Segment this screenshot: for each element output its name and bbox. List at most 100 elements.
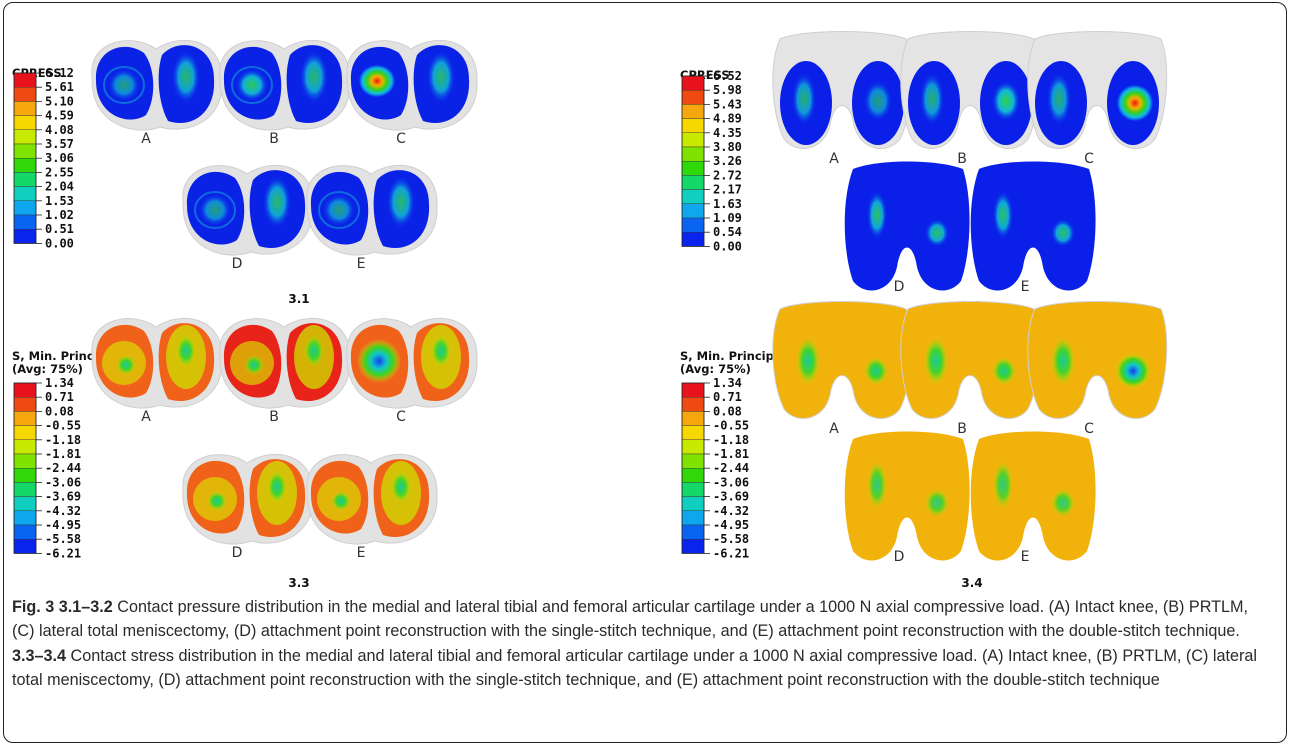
panel-label: 3.3 bbox=[288, 576, 309, 590]
legend-swatch bbox=[681, 425, 705, 441]
knee-model-c: C bbox=[1027, 301, 1168, 437]
knee-model-a: A bbox=[772, 301, 913, 437]
lateral-stress-spot bbox=[1051, 337, 1075, 385]
legend-swatch bbox=[681, 75, 705, 91]
lateral-hotspot bbox=[359, 65, 395, 97]
knee-model-e: E bbox=[970, 431, 1096, 565]
legend-value: 1.09 bbox=[713, 211, 742, 225]
medial-stress-spot bbox=[304, 335, 324, 367]
legend-value: 1.34 bbox=[713, 376, 742, 390]
model-letter-a: A bbox=[829, 421, 839, 437]
legend-swatch bbox=[681, 496, 705, 512]
panel-3-1: CPRESS6.125.615.104.594.083.573.062.552.… bbox=[12, 40, 478, 306]
lateral-contact-region bbox=[993, 191, 1013, 239]
legend-swatch bbox=[13, 524, 37, 540]
model-letter-c: C bbox=[1084, 421, 1094, 437]
legend-swatch bbox=[681, 118, 705, 133]
legend-value: 0.71 bbox=[713, 390, 742, 404]
legend-value: 1.34 bbox=[45, 376, 74, 390]
legend-value: 0.00 bbox=[45, 236, 74, 250]
knee-model-c: C bbox=[346, 40, 478, 147]
medial-contact-region bbox=[387, 176, 415, 228]
caption-part2-text: Contact stress distribution in the media… bbox=[12, 646, 1257, 689]
lateral-contact-region bbox=[108, 69, 140, 101]
legend-swatch bbox=[681, 231, 705, 247]
caption-part1-text: Contact pressure distribution in the med… bbox=[12, 598, 1248, 641]
legend-swatch bbox=[13, 439, 37, 455]
legend-swatch bbox=[13, 425, 37, 441]
model-letter-c: C bbox=[1084, 151, 1094, 167]
panel-3-2: CPRESS6.525.985.434.894.353.803.262.722.… bbox=[680, 31, 1168, 313]
legend-swatch bbox=[681, 146, 705, 162]
medial-stress-spot bbox=[992, 357, 1016, 385]
legend-value: 0.08 bbox=[713, 404, 742, 418]
model-letter-a: A bbox=[141, 409, 151, 425]
medial-hotspot bbox=[1117, 85, 1153, 121]
legend-value: 2.17 bbox=[713, 183, 742, 197]
knee-model-e: E bbox=[970, 161, 1096, 295]
legend-value: -6.21 bbox=[713, 546, 749, 560]
legend-swatch bbox=[681, 397, 705, 412]
legend-swatch bbox=[681, 453, 705, 469]
lateral-stress-spot bbox=[331, 491, 351, 511]
femoral-cartilage bbox=[970, 161, 1096, 291]
legend-value: 1.53 bbox=[45, 194, 74, 208]
medial-contact-region bbox=[427, 51, 455, 103]
legend-value: -1.81 bbox=[45, 447, 81, 461]
legend-value: 2.04 bbox=[45, 180, 74, 194]
panel-label: 3.1 bbox=[288, 292, 309, 306]
legend-swatch bbox=[681, 382, 705, 398]
legend-value: 1.02 bbox=[45, 208, 74, 222]
legend-swatch bbox=[681, 468, 705, 483]
legend-value: 3.57 bbox=[45, 137, 74, 151]
knee-model-b: B bbox=[900, 31, 1041, 167]
lateral-stress-spot bbox=[924, 337, 948, 385]
legend-value: 0.00 bbox=[713, 239, 742, 253]
legend-swatch bbox=[13, 411, 37, 426]
legend-value: -6.21 bbox=[45, 546, 81, 560]
femoral-bone bbox=[1027, 301, 1168, 419]
legend-value: 4.35 bbox=[713, 126, 742, 140]
lateral-contact-region bbox=[236, 69, 268, 101]
knee-model-a: A bbox=[91, 40, 223, 147]
legend-value: 3.06 bbox=[45, 151, 74, 165]
legend-value: 5.43 bbox=[713, 97, 742, 111]
legend-title: S, Min. Principal bbox=[680, 349, 786, 363]
medial-contact-region bbox=[992, 81, 1020, 121]
legend-swatch bbox=[13, 482, 37, 497]
knee-model-d: D bbox=[182, 165, 314, 272]
medial-contact-region bbox=[864, 81, 892, 121]
model-letter-d: D bbox=[232, 545, 243, 561]
model-letter-c: C bbox=[396, 409, 406, 425]
legend-swatch bbox=[681, 175, 705, 190]
legend-swatch bbox=[13, 539, 37, 554]
medial-contact-region bbox=[300, 51, 328, 103]
legend-swatch bbox=[13, 453, 37, 469]
knee-model-a: A bbox=[772, 31, 913, 167]
medial-contact-region bbox=[1051, 219, 1075, 247]
legend-value: 2.55 bbox=[45, 165, 74, 179]
legend-value: -1.18 bbox=[45, 433, 81, 447]
legend-swatch bbox=[13, 228, 37, 244]
legend-value: 6.52 bbox=[713, 69, 742, 83]
legend-title: (Avg: 75%) bbox=[12, 362, 83, 376]
knee-model-b: B bbox=[900, 301, 1041, 437]
legend-swatch bbox=[681, 482, 705, 497]
lateral-contact-region bbox=[867, 191, 887, 239]
legend-value: -0.55 bbox=[713, 419, 749, 433]
legend-value: -4.32 bbox=[45, 504, 81, 518]
legend-swatch bbox=[681, 104, 705, 119]
legend-value: -5.58 bbox=[45, 532, 81, 546]
model-letter-e: E bbox=[357, 256, 366, 272]
legend-swatch bbox=[13, 382, 37, 398]
femoral-cartilage bbox=[970, 431, 1096, 561]
figure-frame: CPRESS 6.12 5.61 5.10 4.59 4.08 3.57 3.06 2.55 2.… bbox=[3, 2, 1287, 743]
legend-swatch bbox=[13, 172, 37, 187]
model-letter-e: E bbox=[1021, 549, 1030, 565]
caption-part1-label: 3.1–3.2 bbox=[58, 598, 113, 616]
medial-contact-region bbox=[925, 219, 949, 247]
legend-value: -4.95 bbox=[713, 518, 749, 532]
medial-stress-spot bbox=[864, 357, 888, 385]
legend-swatch bbox=[13, 101, 37, 116]
lateral-stress-spot bbox=[116, 355, 136, 375]
